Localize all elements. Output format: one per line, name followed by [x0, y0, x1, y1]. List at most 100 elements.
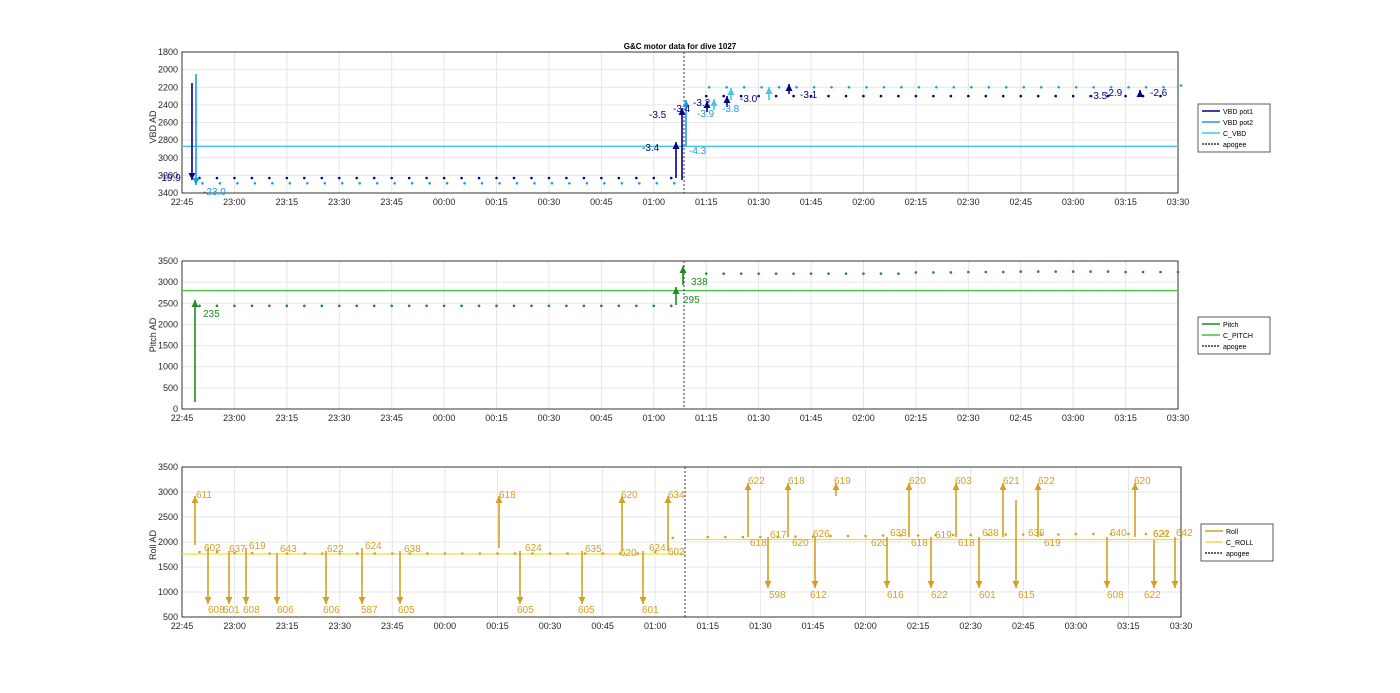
arrow-head	[639, 597, 647, 604]
data-point	[495, 304, 498, 308]
move-annotation: 624	[365, 541, 382, 552]
data-point	[480, 182, 484, 185]
data-point	[967, 94, 970, 98]
legend-entry: C_VBD	[1223, 131, 1246, 138]
data-point	[1057, 85, 1060, 89]
move-annotation: 606	[323, 605, 340, 616]
data-point	[306, 182, 309, 185]
move-annotation: -3.5	[1090, 91, 1108, 102]
y-tick-label: 1800	[158, 47, 178, 57]
x-tick-label: 03:00	[1062, 413, 1085, 423]
data-point	[303, 176, 306, 180]
data-point	[987, 85, 991, 89]
legend-entry: apogee	[1223, 142, 1246, 149]
data-point	[233, 304, 236, 308]
arrow-head	[679, 266, 687, 273]
data-point	[722, 94, 725, 98]
data-point	[372, 304, 376, 308]
move-annotation: 601	[223, 605, 240, 616]
arrow-head	[495, 496, 503, 503]
data-point	[271, 182, 274, 185]
data-point	[1124, 94, 1127, 98]
move-annotation: -3.4	[642, 143, 660, 154]
x-tick-label: 23:30	[328, 197, 351, 207]
x-tick-label: 00:15	[486, 621, 509, 631]
data-point	[724, 535, 727, 539]
move-annotation: 601	[979, 590, 996, 601]
move-annotation: 603	[955, 476, 972, 487]
data-point	[1127, 85, 1130, 89]
data-point	[391, 552, 394, 555]
move-annotation: -3.4	[673, 104, 691, 115]
move-annotation: 295	[683, 295, 700, 306]
x-tick-label: 23:45	[380, 413, 403, 423]
move-annotation: 612	[810, 590, 827, 601]
data-point	[792, 272, 795, 275]
data-point	[548, 552, 552, 555]
arrow-head	[1171, 581, 1179, 588]
x-tick-label: 00:30	[538, 197, 561, 207]
move-annotation: 642	[1176, 528, 1193, 539]
arrow-head	[672, 287, 680, 294]
data-point	[253, 182, 257, 185]
data-point	[1144, 532, 1148, 536]
move-annotation: 598	[769, 590, 786, 601]
data-point	[1057, 533, 1060, 536]
data-point	[812, 85, 816, 89]
data-point	[323, 182, 327, 185]
data-point	[671, 536, 675, 540]
y-tick-label: 0	[173, 404, 178, 414]
data-point	[495, 176, 498, 180]
data-point	[707, 85, 711, 89]
arrow-head	[678, 108, 686, 115]
arrow-head	[396, 597, 404, 604]
legend-entry: apogee	[1223, 344, 1246, 351]
data-point	[215, 550, 219, 554]
roll-y-axis-label: Roll AD	[148, 529, 158, 560]
move-annotation: 620	[871, 538, 888, 549]
data-point	[844, 272, 848, 275]
data-point	[1004, 85, 1008, 89]
x-tick-label: 01:30	[747, 413, 770, 423]
data-point	[338, 552, 342, 555]
move-annotation: -3.0	[740, 94, 758, 105]
legend-entry: VBD pot2	[1223, 120, 1253, 127]
x-tick-label: 00:45	[590, 413, 613, 423]
x-tick-label: 01:15	[697, 621, 720, 631]
data-point	[1089, 94, 1092, 98]
x-tick-label: 02:45	[1009, 197, 1032, 207]
data-point	[250, 176, 254, 180]
data-point	[620, 182, 624, 185]
data-point	[285, 552, 289, 555]
data-point	[531, 552, 534, 555]
move-annotation: 634	[668, 490, 685, 501]
data-point	[1001, 270, 1005, 274]
arrow-head	[905, 483, 913, 490]
data-point	[774, 272, 778, 275]
move-annotation: 618	[788, 476, 805, 487]
move-annotation: -23.0	[203, 187, 226, 198]
data-point	[1089, 270, 1092, 273]
arrow-head	[618, 496, 626, 503]
move-annotation: 601	[642, 605, 659, 616]
arrow-head	[1034, 483, 1042, 490]
y-tick-label: 2200	[158, 82, 178, 92]
vbd-y-axis-label: VBD AD	[148, 110, 158, 144]
data-point	[704, 94, 708, 98]
x-tick-label: 23:45	[381, 621, 404, 631]
data-point	[250, 304, 254, 308]
data-point	[603, 182, 606, 185]
figure-title: G&C motor data for dive 1027	[624, 42, 737, 51]
data-point	[373, 552, 377, 555]
data-point	[320, 176, 324, 180]
x-tick-label: 02:45	[1012, 621, 1035, 631]
arrow-head	[225, 597, 233, 604]
data-point	[967, 270, 970, 274]
x-tick-label: 02:45	[1009, 413, 1032, 423]
data-point	[725, 85, 728, 89]
data-point	[1001, 94, 1005, 98]
data-point	[268, 304, 271, 308]
arrow-head	[188, 173, 196, 180]
arrow-head	[242, 597, 250, 604]
data-point	[917, 85, 921, 89]
